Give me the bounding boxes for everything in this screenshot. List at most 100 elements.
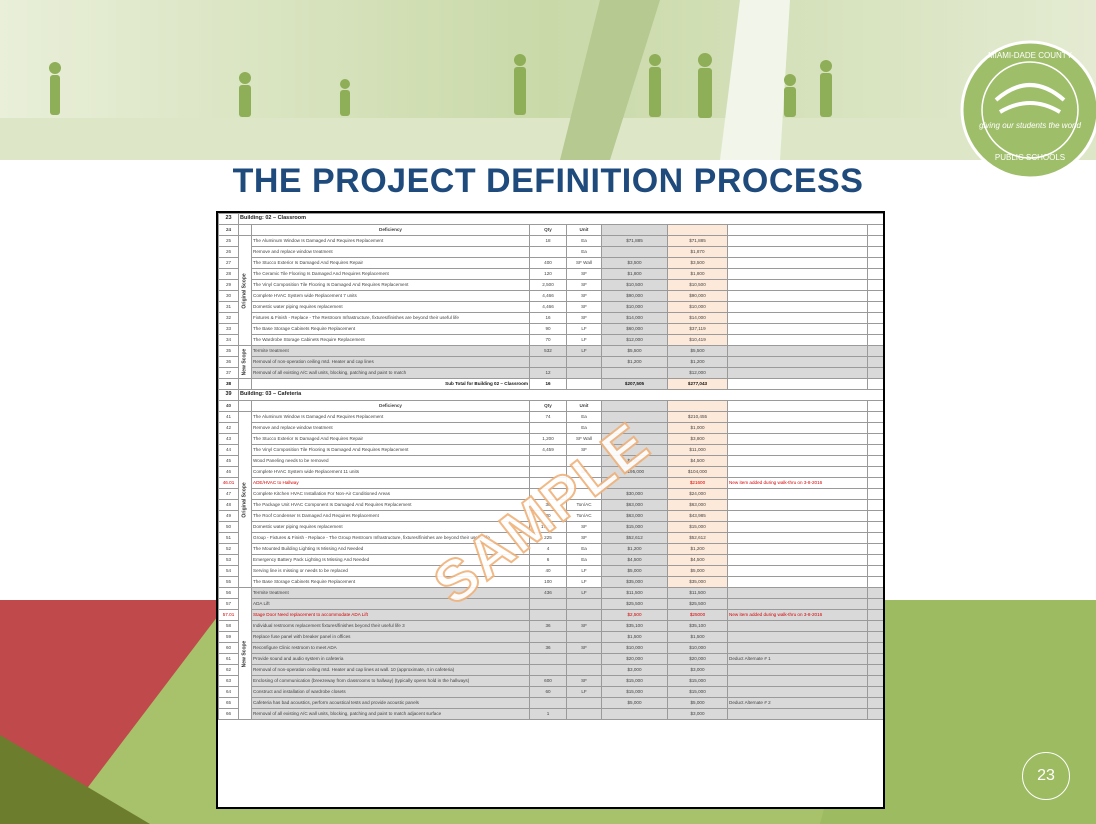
cell	[866, 334, 883, 346]
logo-text: MIAMI-DADE COUNTY giving our students th…	[979, 51, 1081, 162]
row-number: 51	[218, 532, 239, 544]
cell	[566, 708, 602, 720]
cell: $10,500	[601, 279, 668, 291]
cell	[727, 356, 868, 368]
cell	[866, 554, 883, 566]
cell	[727, 367, 868, 379]
table-row: 44 The Vinyl Composition Tile Flooring Is…	[218, 444, 883, 456]
table-row: 31 Domestic water piping requires replace…	[218, 301, 883, 313]
scope-label: New Scope	[241, 640, 248, 667]
cell	[866, 345, 883, 357]
cell: 400	[529, 257, 567, 269]
cell: $60,000	[601, 323, 668, 335]
table-row: 66 Removal of all existing A/C wall units…	[218, 708, 883, 720]
cell: 1,200	[529, 433, 567, 445]
cell: $1,200	[601, 356, 668, 368]
cell: $3,500	[601, 257, 668, 269]
cell	[866, 664, 883, 676]
cell: $3,000	[601, 664, 668, 676]
cell: Complete HVAC System wide Replacement 11…	[251, 466, 530, 478]
cell	[727, 345, 868, 357]
row-number: 24	[218, 224, 239, 236]
cell	[727, 664, 868, 676]
cell	[727, 323, 868, 335]
cell	[727, 334, 868, 346]
row-number: 46	[218, 466, 239, 478]
cell: $15,000	[667, 675, 728, 687]
cell	[866, 598, 883, 610]
cell	[727, 521, 868, 533]
cell: $35,100	[601, 620, 668, 632]
cell	[238, 378, 252, 390]
cell: Ea	[566, 543, 602, 555]
row-number: 34	[218, 334, 239, 346]
cell: LF	[566, 345, 602, 357]
table-row: 43 The Stucco Exterior Is Damaged And Req…	[218, 433, 883, 445]
cell: Cafeteria has bad acoustics, perform aco…	[251, 697, 530, 709]
cell	[866, 499, 883, 511]
cell: $10,000	[601, 301, 668, 313]
row-number: 57	[218, 598, 239, 610]
cell: Removal of non-operation ceiling mtd. He…	[251, 356, 530, 368]
cell: Remove and replace window treatment	[251, 422, 530, 434]
cell	[667, 400, 728, 412]
row-number: 64	[218, 686, 239, 698]
cell	[727, 620, 868, 632]
cell: $25,500	[667, 598, 728, 610]
cell: SF Wall	[566, 257, 602, 269]
cell: $35,000	[667, 576, 728, 588]
cell: $1,500	[667, 631, 728, 643]
cell	[866, 675, 883, 687]
cell: $37,119	[667, 323, 728, 335]
cell	[866, 268, 883, 280]
cell	[566, 664, 602, 676]
cell: $3,000	[667, 708, 728, 720]
cell: $4,500	[667, 554, 728, 566]
table-row: 28 The Ceramic Tile Flooring Is Damaged A…	[218, 268, 883, 280]
table-row: 60 Reconfigure Clinic restroom to meet AD…	[218, 642, 883, 654]
cell	[727, 532, 868, 544]
table-row: 61 Provide sound and audio system in cafe…	[218, 653, 883, 665]
cell	[529, 631, 567, 643]
cell: $14,000	[601, 312, 668, 324]
cell: $4,500	[667, 455, 728, 467]
cell: Wood Paneling needs to be removed	[251, 455, 530, 467]
cell: Unit	[566, 224, 602, 236]
cell	[727, 576, 868, 588]
cell	[529, 609, 567, 621]
cell	[866, 620, 883, 632]
cell: $15,000	[601, 686, 668, 698]
cell: $3,800	[667, 433, 728, 445]
cell: The Package Unit HVAC Component Is Damag…	[251, 499, 530, 511]
cell: $15,000	[667, 521, 728, 533]
cell	[529, 356, 567, 368]
cell: Domestic water piping requires replaceme…	[251, 301, 530, 313]
row-number: 33	[218, 323, 239, 335]
table-row: 41 Original Scope The Aluminum Window Is D…	[218, 411, 883, 588]
cell: $71,885	[601, 235, 668, 247]
cell	[566, 653, 602, 665]
cell	[866, 224, 883, 236]
cell: $10,000	[601, 642, 668, 654]
cell	[727, 510, 868, 522]
table-row: 45 Wood Paneling needs to be removed $4,50…	[218, 455, 883, 467]
cell: $2,500	[601, 609, 668, 621]
cell	[727, 708, 868, 720]
cell: The Ceramic Tile Flooring Is Damaged And…	[251, 268, 530, 280]
cell: 436	[529, 587, 567, 599]
cell: $90,000	[667, 290, 728, 302]
cell: $35,000	[601, 576, 668, 588]
row-number: 31	[218, 301, 239, 313]
cell: ADE/HVAC to Hallway	[251, 477, 530, 489]
cell	[238, 400, 252, 412]
row-number: 45	[218, 455, 239, 467]
table-row: 56 New Scope Termite treatment 436 LF $11,500…	[218, 587, 883, 720]
table-row: 38 Sub Total for Building 02 – Classroom 1…	[218, 378, 883, 390]
cell: $3,500	[667, 257, 728, 269]
cell	[866, 422, 883, 434]
cell	[866, 312, 883, 324]
cell	[601, 224, 668, 236]
cell: 36	[529, 620, 567, 632]
table-row: 49 The Roof Condenser Is Damaged And Requ…	[218, 510, 883, 522]
